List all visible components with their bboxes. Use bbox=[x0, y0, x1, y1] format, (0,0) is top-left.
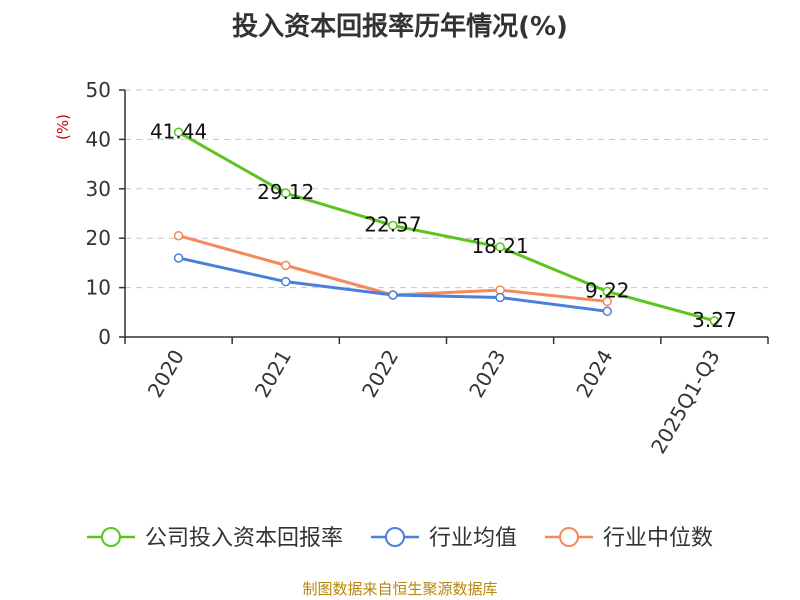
data-point bbox=[602, 306, 612, 317]
data-label: 9.22 bbox=[585, 278, 630, 302]
chart-title: 投入资本回报率历年情况(%) bbox=[232, 12, 568, 42]
data-label: 3.27 bbox=[692, 308, 737, 332]
x-tick-label: 2021 bbox=[250, 346, 296, 402]
legend-label: 公司投入资本回报率 bbox=[145, 526, 343, 551]
legend-marker bbox=[559, 527, 579, 547]
data-label: 18.21 bbox=[471, 234, 528, 258]
x-tick-label: 2022 bbox=[357, 346, 403, 402]
y-tick-label: 30 bbox=[86, 177, 111, 201]
y-tick-label: 40 bbox=[86, 127, 111, 151]
data-point bbox=[173, 127, 184, 138]
data-point bbox=[173, 230, 184, 241]
source-note: 制图数据来自恒生聚源数据库 bbox=[302, 580, 498, 598]
data-point bbox=[281, 188, 291, 198]
legend-marker bbox=[385, 527, 405, 547]
legend-marker bbox=[101, 527, 121, 547]
data-label: 41.44 bbox=[150, 119, 207, 143]
data-point bbox=[495, 242, 505, 252]
data-point bbox=[281, 276, 291, 287]
data-point bbox=[173, 253, 184, 263]
series-layer bbox=[173, 127, 720, 326]
legend: 公司投入资本回报率 行业均值 行业中位数 bbox=[87, 526, 713, 551]
x-tick-label: 2025Q1-Q3 bbox=[646, 346, 725, 458]
data-point bbox=[281, 260, 291, 271]
legend-label: 行业均值 bbox=[429, 526, 517, 551]
x-tick-label: 2024 bbox=[571, 346, 617, 402]
y-axis-label: (%) bbox=[54, 114, 72, 140]
data-point bbox=[388, 290, 398, 300]
series-line bbox=[177, 130, 715, 323]
legend-label: 行业中位数 bbox=[603, 526, 713, 551]
y-tick-label: 50 bbox=[86, 78, 111, 102]
data-labels: 41.44 29.12 22.57 18.21 9.22 3.27 bbox=[150, 119, 737, 332]
data-point bbox=[388, 220, 398, 231]
x-tick-label: 2020 bbox=[143, 346, 189, 402]
data-point bbox=[602, 286, 612, 297]
data-point bbox=[602, 296, 612, 307]
y-tick-label: 20 bbox=[86, 226, 111, 250]
grid-lines bbox=[125, 89, 768, 289]
x-tick-label: 2023 bbox=[464, 346, 510, 402]
y-tick-label: 0 bbox=[98, 325, 111, 349]
data-label: 29.12 bbox=[257, 180, 314, 204]
y-tick-label: 10 bbox=[86, 276, 111, 300]
data-point bbox=[709, 316, 720, 326]
data-label: 22.57 bbox=[364, 213, 421, 237]
data-point bbox=[495, 292, 505, 303]
